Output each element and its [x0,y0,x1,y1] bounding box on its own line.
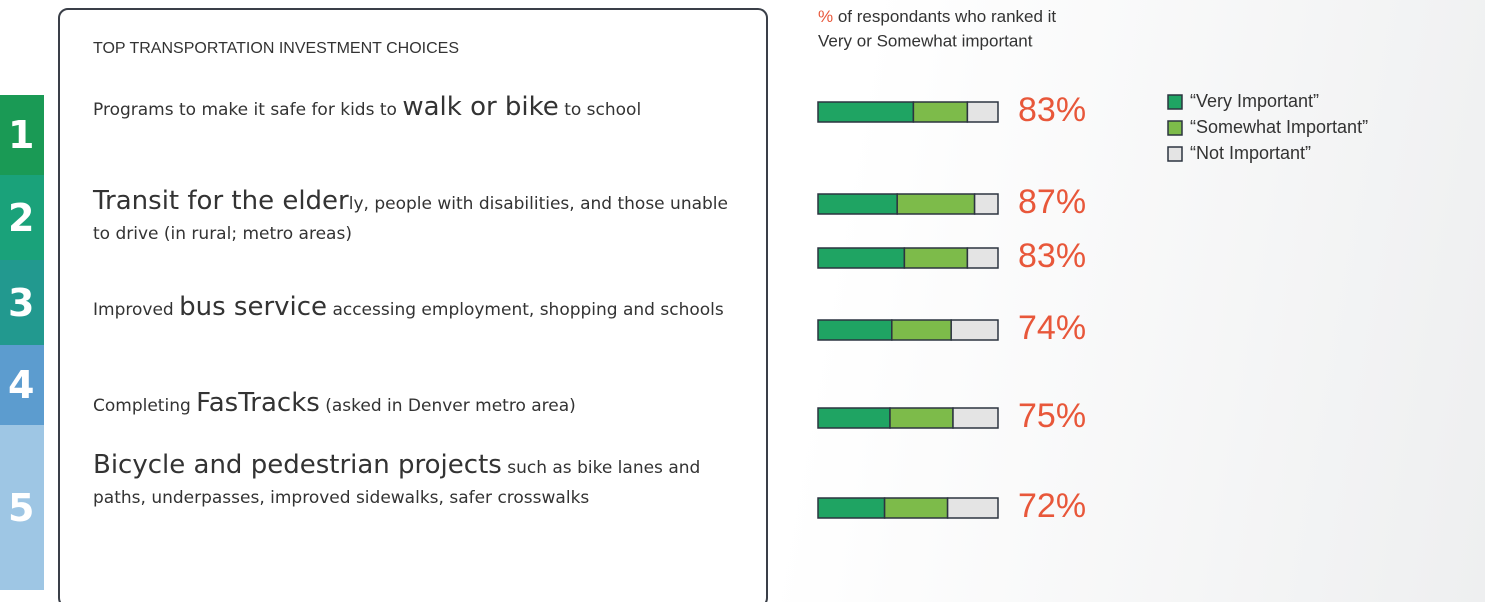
panel [58,8,768,602]
item-detail: ly, people with disabilities, and those … [93,194,728,244]
legend-swatch [1167,146,1183,162]
item-text: Completing FasTracks (asked in Denver me… [93,388,743,421]
item-text: Programs to make it safe for kids to wal… [93,92,743,125]
bar-segment [903,247,969,269]
item-detail: to school [558,100,642,120]
bar-segment [946,497,999,519]
bar-segment [891,319,952,341]
item-detail: (asked in Denver metro area) [319,396,576,416]
item-text: Bicycle and pedestrian projects such as … [93,450,743,513]
legend-swatch [1167,94,1183,110]
title-text: of respondants who ranked it [833,7,1056,26]
legend-label: “Very Important” [1190,91,1319,111]
item-highlight: bus service [179,292,328,322]
item-highlight: Transit for the elder [93,186,349,216]
bar-segment [817,407,891,429]
bar-segment [817,193,898,215]
item-detail: Improved [93,300,180,320]
bar-segment [952,407,999,429]
chart-title: Very or Somewhat important [818,31,1033,50]
bar-segment [817,497,886,519]
bar-segment [817,101,915,123]
item-highlight: walk or bike [402,92,559,122]
value-label: 83% [1018,237,1086,275]
rank-tab: 5 [0,425,44,590]
item-highlight: Bicycle and pedestrian projects [93,450,502,480]
bar-segment [896,193,976,215]
rank-tab: 1 [0,95,44,175]
legend-label: “Not Important” [1190,143,1311,163]
value-label: 74% [1018,309,1086,347]
item-detail: such as bike lanes and paths, underpasse… [93,458,701,508]
rank-tab: 4 [0,345,44,425]
value-label: 72% [1018,487,1086,525]
bar-segment [950,319,999,341]
item-text: Transit for the elderly, people with dis… [93,186,743,249]
rank-tab: 2 [0,175,44,260]
value-label: 83% [1018,91,1086,129]
title-percent: % [818,7,833,26]
chart-title: % of respondants who ranked it [818,7,1056,26]
rank-tab: 3 [0,260,44,345]
item-detail: Programs to make it safe for kids to [93,100,403,120]
value-label: 87% [1018,183,1086,221]
bar-segment [912,101,969,123]
bar-segment [883,497,949,519]
value-label: 75% [1018,397,1086,435]
bar-segment [817,247,906,269]
legend-label: “Somewhat Important” [1190,117,1368,137]
item-detail: accessing employment, shopping and schoo… [327,300,724,320]
bar-segment [817,319,893,341]
item-detail: Completing [93,396,197,416]
item-highlight: FasTracks [196,388,320,418]
bar-segment [889,407,954,429]
bar-segment [973,193,999,215]
legend-swatch [1167,120,1183,136]
bar-segment [966,101,999,123]
item-text: Improved bus service accessing employmen… [93,292,743,325]
bar-segment [966,247,999,269]
panel-title: TOP TRANSPORTATION INVESTMENT CHOICES [93,40,459,57]
